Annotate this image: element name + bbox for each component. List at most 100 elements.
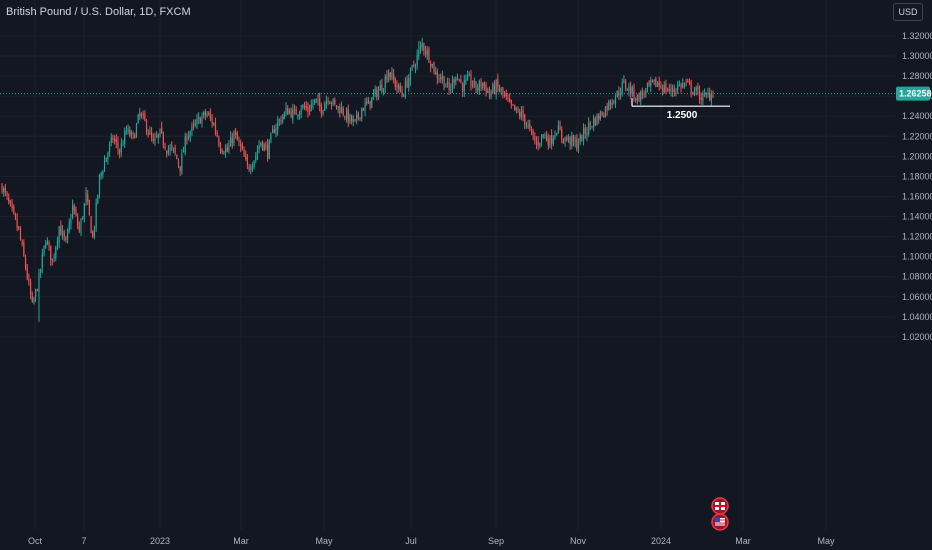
candle-body [396,85,398,88]
candle-body [542,134,544,137]
candle-body [619,93,622,95]
candle-body [692,92,694,94]
candle-body [409,68,412,81]
candle-body [130,131,133,135]
candle-body [181,153,183,173]
candle-body [19,228,22,240]
price-tick-label: 1.32000 [902,31,932,41]
candle-body [339,107,341,114]
candle-body [93,227,96,237]
candle-body [300,109,302,114]
uk-flag-icon[interactable] [711,497,729,515]
candle-body [391,72,393,79]
candle-body [191,125,193,132]
currency-selector[interactable]: USD [893,3,923,21]
candle-body [399,86,401,92]
candle-body [488,89,491,95]
candle-body [598,115,600,120]
candle-body [95,202,97,228]
candle-body [682,82,684,88]
candle-body [312,103,314,106]
candle-body [288,110,291,114]
candle-body [255,154,257,161]
candle-body [616,90,618,97]
candle-body [35,289,37,298]
candle-body [576,139,578,150]
candle-body [201,116,203,123]
time-tick-label: May [817,536,835,546]
candle-body [411,65,413,68]
candle-body [638,94,640,102]
candle-body [263,144,265,151]
candle-body [298,112,301,116]
candle-body [228,145,230,151]
candle-body [261,141,264,150]
candle-body [540,134,543,142]
price-tick-label: 1.06000 [902,292,932,302]
candle-body [317,99,319,102]
candle-body [601,111,603,117]
candle-body [668,89,670,91]
candle-body [438,78,440,81]
candle-body [626,89,628,91]
candle-body [593,118,595,127]
candle-body [142,114,144,116]
candle-body [519,112,521,117]
candle-body [87,194,89,202]
candle-body [554,135,556,138]
candle-body [266,144,269,158]
candle-body [646,83,649,87]
candle-body [461,82,464,92]
candle-body [340,107,343,114]
candle-body [551,135,553,144]
event-markers[interactable] [711,497,729,531]
candle-body [139,112,141,117]
candle-body [344,116,346,118]
candle-body [522,109,524,117]
candle-body [549,136,551,146]
candle-body [500,89,502,91]
candle-body [463,80,465,92]
candle-body [103,161,106,172]
candle-body [157,134,159,138]
candle-body [307,106,309,112]
price-axis[interactable]: 1.02000 1.04000 1.06000 1.08000 1.10000 1.120… [896,31,932,342]
candle-body [342,108,344,115]
candle-body [574,140,576,142]
us-flag-icon[interactable] [711,513,729,531]
candle-body [4,187,6,193]
candle-body [251,165,254,170]
candle-body [144,113,146,121]
candle-body [164,145,166,150]
candle-body [493,84,496,93]
candle-body [194,123,196,126]
candle-body [345,110,348,119]
candle-body [419,45,422,50]
candle-body [362,108,364,112]
time-axis[interactable]: Oct 7 2023 Mar May Jul Sep Nov 2024 Mar May [28,536,835,546]
candle-body [29,281,32,296]
candle-body [337,106,339,108]
candle-body [700,97,702,100]
candle-body [71,204,74,219]
candle-body [218,138,220,145]
candle-body [51,258,54,261]
candle-body [115,139,117,143]
candle-body [423,43,425,51]
candle-body [1,184,3,193]
candle-body [631,86,633,95]
candle-body [174,147,176,154]
candle-body [162,134,164,145]
candle-body [250,168,252,170]
candle-body [290,110,292,118]
price-tick-label: 1.18000 [902,171,932,181]
candle-body [477,88,479,91]
candle-body [453,79,455,84]
candle-body [105,157,107,162]
candle-body [648,81,650,86]
candle-body [256,150,259,155]
candle-body [125,130,127,132]
candle-body [403,94,405,97]
candle-body [248,166,250,170]
